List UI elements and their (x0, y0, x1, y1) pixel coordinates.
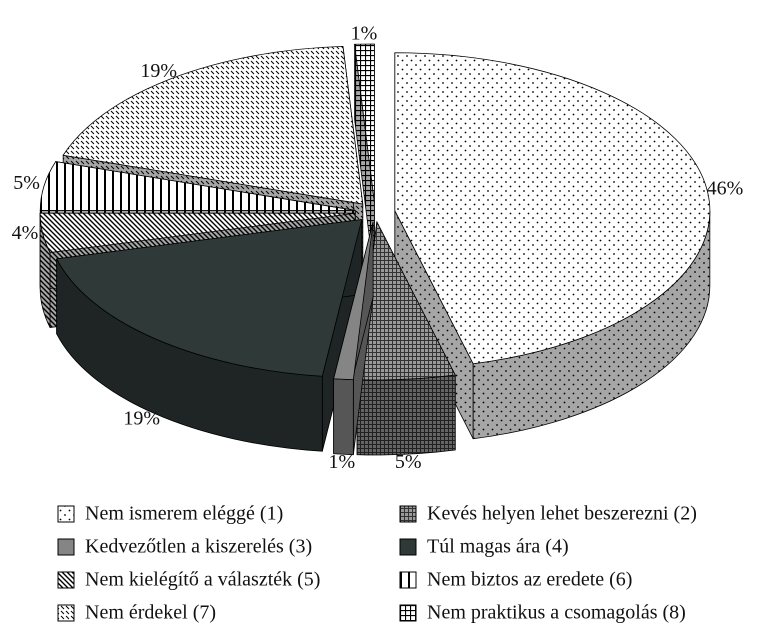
data-label: 1% (351, 23, 378, 45)
legend-label: Nem érdekel (7) (85, 602, 216, 624)
data-label: 19% (140, 60, 177, 82)
slice (333, 221, 374, 456)
legend-swatch (399, 571, 417, 589)
legend: Nem ismerem eléggé (1) Kevés helyen lehet… (57, 503, 697, 624)
legend-label: Nem ismerem eléggé (1) (85, 503, 283, 525)
slice-top (333, 221, 374, 381)
slice-top (39, 161, 356, 211)
data-label: 4% (12, 222, 39, 244)
legend-label: Nem kielégítő a választék (5) (85, 569, 320, 591)
slice-side-shade (357, 375, 456, 455)
data-label: 5% (395, 451, 422, 473)
slice-top (354, 43, 375, 203)
slice-top (39, 212, 356, 253)
slice (56, 219, 363, 452)
legend-swatch (57, 505, 75, 523)
legend-swatch (399, 604, 417, 622)
legend-label: Nem biztos az eredete (6) (427, 569, 632, 591)
data-label: 46% (707, 177, 744, 199)
slice-side-shade (473, 210, 710, 439)
legend-swatch (399, 538, 417, 556)
slice-side-shade (333, 378, 354, 455)
legend-swatch (57, 604, 75, 622)
legend-label: Kedvezőtlen a kiszerelés (3) (85, 536, 312, 558)
legend-label: Kevés helyen lehet beszerezni (2) (427, 503, 697, 525)
data-label: 1% (328, 451, 355, 473)
slice-top (62, 45, 364, 205)
slice-side-shade (56, 258, 323, 452)
slice-side-shade (40, 213, 51, 328)
legend-swatch (57, 538, 75, 556)
pie: 46% 5% 1% 19% 4% 5% 19% 1% (12, 23, 744, 473)
data-label: 19% (123, 407, 160, 429)
legend-swatch (399, 505, 417, 523)
slice (354, 43, 375, 278)
slice-side-shade (354, 44, 375, 277)
legend-label: Túl magas ára (4) (427, 536, 569, 558)
data-label: 5% (13, 172, 40, 194)
legend-label: Nem praktikus a csomagolás (8) (427, 602, 686, 624)
legend-swatch (57, 571, 75, 589)
slice-top (56, 219, 363, 377)
slice-top (394, 52, 711, 365)
